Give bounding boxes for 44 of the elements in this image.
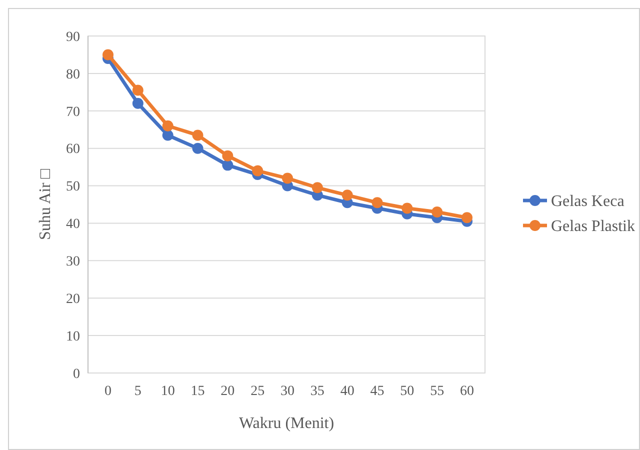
- point: [342, 190, 353, 201]
- x-tick-label: 40: [340, 384, 354, 399]
- x-tick-label: 15: [190, 384, 205, 399]
- x-tick-label: 30: [280, 384, 294, 399]
- point: [132, 98, 144, 109]
- y-tick-label: 80: [66, 67, 80, 82]
- point: [162, 120, 174, 132]
- point: [402, 202, 413, 214]
- x-tick-label: 10: [160, 384, 175, 399]
- y-tick-label: 90: [66, 30, 80, 45]
- x-tick-label: 20: [220, 384, 235, 399]
- point: [192, 130, 204, 141]
- point: [462, 212, 472, 224]
- y-tick-label: 60: [66, 142, 80, 158]
- y-tick-label: 0: [73, 366, 80, 382]
- point: [102, 49, 114, 60]
- y-axis-title: Suhu Air □: [37, 168, 54, 240]
- y-tick-label: 20: [66, 292, 80, 308]
- point: [192, 142, 204, 154]
- x-tick-label: 60: [460, 384, 474, 399]
- y-tick-label: 30: [66, 254, 80, 270]
- point: [162, 130, 174, 141]
- point: [252, 165, 264, 176]
- y-tick-label: 40: [66, 217, 80, 232]
- legend-label: Gelas Plastik: [551, 218, 635, 236]
- y-tick-label: 70: [66, 104, 80, 120]
- x-tick-label: 50: [400, 384, 414, 399]
- legend-label: Gelas Keca: [551, 193, 624, 210]
- x-axis-title: Wakru (Menit): [238, 415, 334, 432]
- x-tick-label: 35: [310, 384, 324, 399]
- point: [222, 160, 234, 171]
- point: [432, 206, 443, 218]
- point: [372, 197, 383, 208]
- point: [132, 84, 144, 96]
- point: [282, 172, 293, 184]
- y-tick-label: 50: [66, 180, 80, 195]
- point: [222, 150, 234, 162]
- y-tick-label: 10: [66, 329, 80, 344]
- x-tick-label: 0: [104, 384, 112, 399]
- x-tick-label: 5: [134, 384, 142, 399]
- x-tick-label: 45: [370, 384, 384, 399]
- x-tick-label: 25: [250, 384, 265, 399]
- x-tick-label: 55: [430, 384, 444, 399]
- point: [312, 182, 323, 194]
